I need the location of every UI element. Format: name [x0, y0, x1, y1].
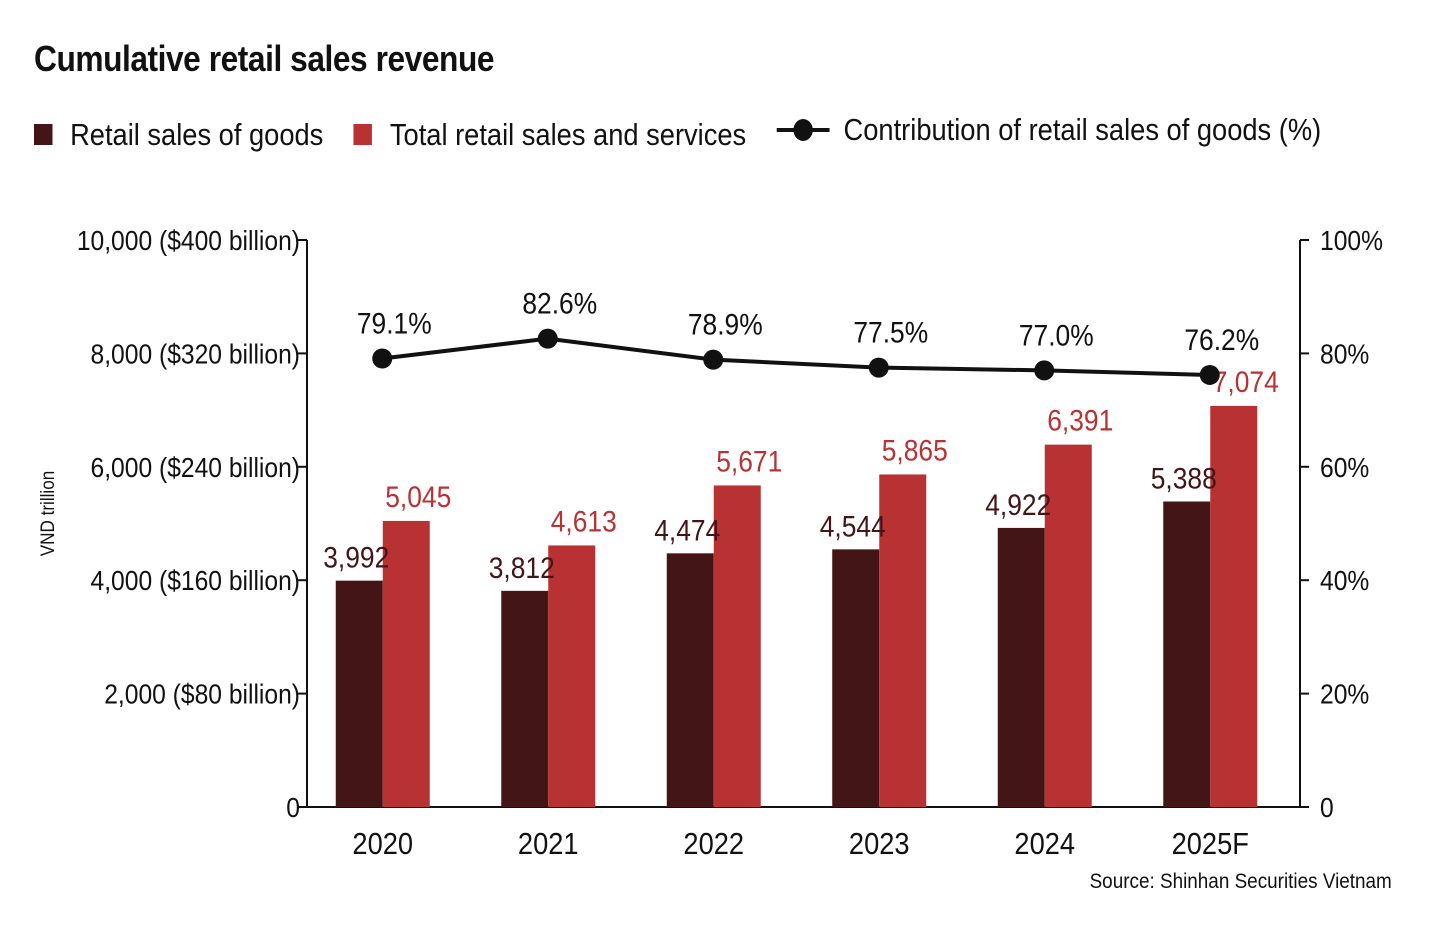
- data-label-total: 4,613: [551, 504, 617, 538]
- contribution-point: [537, 328, 558, 349]
- y-tick-label-right: 100%: [1320, 225, 1383, 257]
- y-tick-label-left: 6,000 ($240 billion): [91, 451, 300, 483]
- bar-total: [713, 485, 761, 807]
- data-label-contribution: 79.1%: [357, 306, 432, 340]
- x-tick-label: 2024: [1014, 827, 1075, 861]
- bar-total: [548, 545, 596, 807]
- data-label-goods: 4,544: [820, 509, 886, 543]
- data-label-contribution: 78.9%: [688, 307, 763, 341]
- legend-label-contribution: Contribution of retail sales of goods (%…: [843, 112, 1322, 147]
- legend-line-marker-icon: [776, 115, 830, 145]
- legend-label-goods: Retail sales of goods: [70, 116, 324, 152]
- legend-swatch-goods: [34, 124, 53, 145]
- bar-total: [1044, 444, 1092, 807]
- data-label-total: 6,391: [1047, 403, 1113, 437]
- bar-total: [1210, 405, 1258, 807]
- contribution-point: [1034, 360, 1055, 381]
- x-tick-label: 2022: [683, 827, 744, 861]
- chart-title: Cumulative retail sales revenue: [34, 38, 495, 79]
- data-label-contribution: 76.2%: [1184, 322, 1259, 356]
- bar-total: [879, 474, 927, 807]
- legend-swatch-total: [353, 124, 373, 145]
- y-tick-label-left: 10,000 ($400 billion): [77, 225, 300, 257]
- data-label-total: 5,045: [385, 479, 451, 513]
- y-tick-label-left: 8,000 ($320 billion): [91, 338, 300, 370]
- data-label-contribution: 77.0%: [1019, 318, 1094, 352]
- legend: Retail sales of goods Total retail sales…: [34, 112, 1344, 156]
- bar-goods: [1163, 501, 1211, 807]
- bar-total: [382, 520, 430, 807]
- contribution-point: [372, 348, 393, 369]
- contribution-point: [703, 349, 724, 370]
- bar-goods: [335, 580, 383, 807]
- bar-goods: [997, 527, 1045, 807]
- legend-label-total: Total retail sales and services: [389, 116, 747, 152]
- x-tick-label: 2020: [352, 827, 413, 861]
- contribution-line: [382, 336, 1210, 377]
- data-label-contribution: 77.5%: [853, 315, 928, 349]
- data-label-goods: 4,474: [654, 513, 720, 547]
- y-axis-title: VND trillion: [37, 471, 58, 556]
- x-tick-label: 2023: [849, 827, 910, 861]
- data-label-goods: 4,922: [985, 487, 1051, 521]
- x-tick-label: 2025F: [1172, 827, 1249, 861]
- y-tick-label-right: 80%: [1320, 338, 1369, 370]
- x-tick-label: 2021: [518, 827, 579, 861]
- legend-item-contribution: Contribution of retail sales of goods (%…: [776, 112, 1322, 148]
- legend-item-goods: Retail sales of goods: [34, 117, 323, 153]
- data-label-goods: 3,812: [489, 550, 555, 584]
- bar-goods: [832, 549, 880, 807]
- data-label-total: 7,074: [1213, 364, 1279, 398]
- source-note: Source: Shinhan Securities Vietnam: [1089, 870, 1392, 893]
- data-label-goods: 3,992: [323, 540, 389, 574]
- bar-goods: [666, 553, 714, 807]
- legend-item-total: Total retail sales and services: [353, 116, 747, 153]
- y-tick-label-right: 60%: [1320, 451, 1369, 483]
- contribution-point: [868, 357, 889, 378]
- data-label-total: 5,671: [716, 444, 782, 478]
- data-label-goods: 5,388: [1151, 461, 1217, 495]
- data-label-contribution: 82.6%: [522, 286, 597, 320]
- y-tick-label-left: 0: [286, 792, 300, 824]
- data-label-total: 5,865: [882, 433, 948, 467]
- contribution-point: [1199, 364, 1220, 385]
- y-tick-label-right: 20%: [1320, 678, 1369, 710]
- bar-goods: [501, 590, 549, 807]
- y-tick-label-right: 0: [1320, 792, 1334, 824]
- y-tick-label-right: 40%: [1320, 565, 1369, 597]
- y-tick-label-left: 2,000 ($80 billion): [104, 678, 300, 710]
- y-tick-label-left: 4,000 ($160 billion): [91, 565, 300, 597]
